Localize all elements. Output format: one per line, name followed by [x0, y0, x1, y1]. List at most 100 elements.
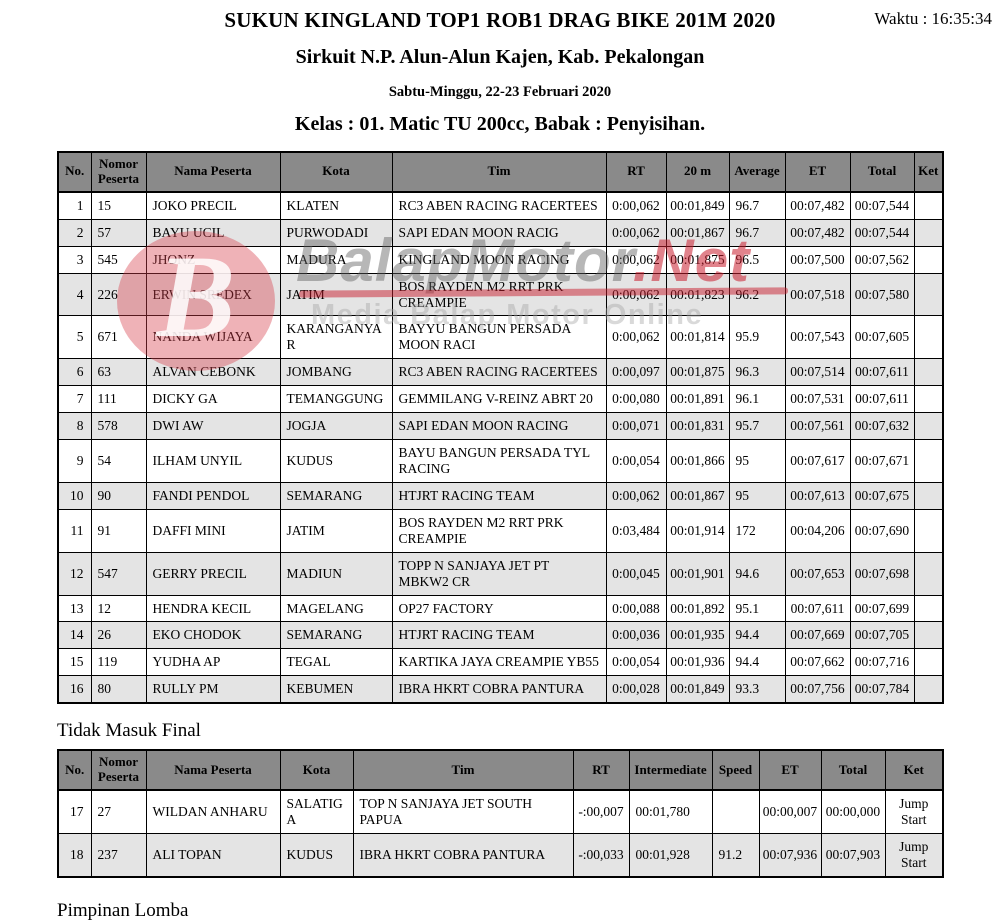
cell-no: 15	[57, 648, 92, 677]
table-row: 10 90 FANDI PENDOL SEMARANG HTJRT RACING TEA…	[57, 481, 944, 510]
cell-no: 9	[57, 439, 92, 483]
cell-no: 7	[57, 385, 92, 414]
table-row: 4 226 ERWIN SREDEX JATIM BOS RAYDEN M2 RRT P…	[57, 272, 944, 317]
cell-ket	[913, 481, 944, 510]
col-header-tim: Tim	[391, 151, 607, 193]
cell-rt: 0:00,062	[605, 245, 667, 274]
cell-kota: SALATIGA	[279, 789, 354, 834]
cell-ket: Jump Start	[884, 832, 944, 878]
cell-kota: MAGELANG	[279, 594, 393, 623]
cell-tim: KARTIKA JAYA CREAMPIE YB55	[391, 648, 607, 677]
cell-kota: JOGJA	[279, 412, 393, 441]
cell-total: 00:07,605	[849, 315, 915, 360]
cell-average: 96.5	[728, 245, 786, 274]
cell-tim: SAPI EDAN MOON RACIG	[391, 218, 607, 247]
col-header-intermediate: Intermediate	[628, 749, 713, 791]
cell-nomor-peserta: 54	[90, 439, 147, 483]
cell-total: 00:07,699	[849, 594, 915, 623]
cell-et: 00:07,482	[784, 191, 851, 220]
cell-intermediate: 00:01,780	[628, 789, 713, 834]
cell-ket	[913, 315, 944, 360]
cell-et: 00:07,617	[784, 439, 851, 483]
cell-nomor-peserta: 578	[90, 412, 147, 441]
cell-tim: BAYYU BANGUN PERSADA MOON RACI	[391, 315, 607, 360]
cell-total: 00:07,705	[849, 621, 915, 650]
cell-ket	[913, 508, 944, 553]
cell-nama-peserta: ALI TOPAN	[145, 832, 281, 878]
cell-kota: KLATEN	[279, 191, 393, 220]
cell-no: 12	[57, 551, 92, 596]
cell-rt: 0:00,080	[605, 385, 667, 414]
cell-nama-peserta: RULLY PM	[145, 675, 281, 704]
cell-average: 95.1	[728, 594, 786, 623]
cell-kota: TEGAL	[279, 648, 393, 677]
cell-et: 00:07,653	[784, 551, 851, 596]
cell-20m: 00:01,891	[665, 385, 730, 414]
cell-intermediate: 00:01,928	[628, 832, 713, 878]
cell-ket: Jump Start	[884, 789, 944, 834]
table-row: 1 15 JOKO PRECIL KLATEN RC3 ABEN RACING RACE…	[57, 191, 944, 220]
table-row: 8 578 DWI AW JOGJA SAPI EDAN MOON RACING 0:00…	[57, 412, 944, 441]
cell-rt: 0:00,062	[605, 272, 667, 317]
cell-kota: SEMARANG	[279, 481, 393, 510]
cell-total: 00:00,000	[820, 789, 886, 834]
cell-no: 14	[57, 621, 92, 650]
cell-total: 00:07,671	[849, 439, 915, 483]
table-row: 6 63 ALVAN CEBONK JOMBANG RC3 ABEN RACING RA…	[57, 358, 944, 387]
cell-20m: 00:01,831	[665, 412, 730, 441]
cell-20m: 00:01,823	[665, 272, 730, 317]
col-header-average: Average	[728, 151, 786, 193]
cell-nama-peserta: ERWIN SREDEX	[145, 272, 281, 317]
qualifying-results-table: No. Nomor Peserta Nama Peserta Kota Tim …	[57, 151, 944, 705]
cell-tim: TOPP N SANJAYA JET PT MBKW2 CR	[391, 551, 607, 596]
cell-20m: 00:01,875	[665, 358, 730, 387]
cell-total: 00:07,580	[849, 272, 915, 317]
cell-nomor-peserta: 119	[90, 648, 147, 677]
cell-nomor-peserta: 63	[90, 358, 147, 387]
cell-no: 6	[57, 358, 92, 387]
col-header-rt: RT	[572, 749, 630, 791]
cell-ket	[913, 412, 944, 441]
cell-et: 00:00,007	[758, 789, 822, 834]
cell-kota: SEMARANG	[279, 621, 393, 650]
cell-et: 00:04,206	[784, 508, 851, 553]
cell-rt: 0:00,054	[605, 648, 667, 677]
cell-nama-peserta: DAFFI MINI	[145, 508, 281, 553]
cell-no: 13	[57, 594, 92, 623]
cell-20m: 00:01,866	[665, 439, 730, 483]
cell-ket	[913, 245, 944, 274]
not-final-table: No. Nomor Peserta Nama Peserta Kota Tim …	[57, 749, 944, 878]
col-header-kota: Kota	[279, 749, 354, 791]
cell-kota: MADURA	[279, 245, 393, 274]
cell-nama-peserta: JHONZ	[145, 245, 281, 274]
table-row: 14 26 EKO CHODOK SEMARANG HTJRT RACING TEAM 0…	[57, 621, 944, 650]
cell-nama-peserta: DICKY GA	[145, 385, 281, 414]
cell-no: 1	[57, 191, 92, 220]
cell-total: 00:07,675	[849, 481, 915, 510]
table-row: 18 237 ALI TOPAN KUDUS IBRA HKRT COBRA PANTU…	[57, 832, 944, 878]
cell-nama-peserta: DWI AW	[145, 412, 281, 441]
cell-nomor-peserta: 80	[90, 675, 147, 704]
cell-nomor-peserta: 15	[90, 191, 147, 220]
cell-no: 17	[57, 789, 92, 834]
table-row: 12 547 GERRY PRECIL MADIUN TOPP N SANJAYA JE…	[57, 551, 944, 596]
col-header-20m: 20 m	[665, 151, 730, 193]
cell-ket	[913, 675, 944, 704]
cell-tim: RC3 ABEN RACING RACERTEES	[391, 358, 607, 387]
cell-kota: KUDUS	[279, 439, 393, 483]
cell-speed	[711, 789, 760, 834]
cell-average: 95	[728, 481, 786, 510]
cell-total: 00:07,632	[849, 412, 915, 441]
cell-no: 11	[57, 508, 92, 553]
cell-ket	[913, 648, 944, 677]
cell-total: 00:07,544	[849, 191, 915, 220]
col-header-speed: Speed	[711, 749, 760, 791]
cell-et: 00:07,611	[784, 594, 851, 623]
cell-nama-peserta: ALVAN CEBONK	[145, 358, 281, 387]
cell-no: 16	[57, 675, 92, 704]
cell-no: 2	[57, 218, 92, 247]
cell-nomor-peserta: 547	[90, 551, 147, 596]
cell-nomor-peserta: 545	[90, 245, 147, 274]
cell-20m: 00:01,892	[665, 594, 730, 623]
cell-kota: KUDUS	[279, 832, 354, 878]
